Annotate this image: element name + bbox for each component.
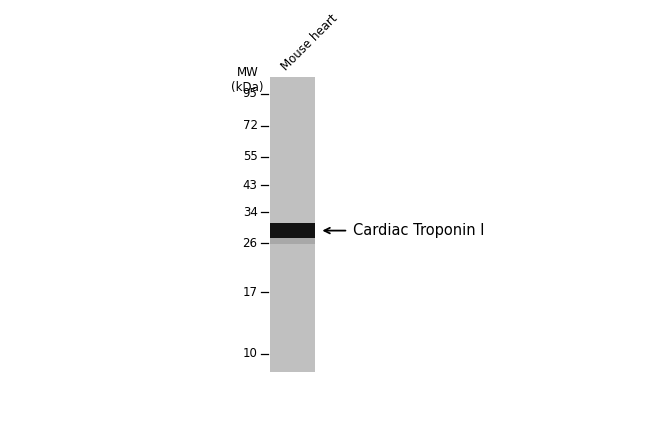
Text: 26: 26 (242, 237, 257, 250)
Bar (270, 238, 315, 244)
Bar (270, 77, 315, 372)
Text: Mouse heart: Mouse heart (279, 12, 340, 73)
Text: 95: 95 (242, 87, 257, 100)
Text: 72: 72 (242, 119, 257, 132)
Text: Cardiac Troponin I: Cardiac Troponin I (354, 223, 485, 238)
Text: 10: 10 (242, 347, 257, 360)
Text: MW
(kDa): MW (kDa) (231, 66, 264, 94)
Text: 17: 17 (242, 286, 257, 299)
Text: 43: 43 (242, 179, 257, 192)
Text: 55: 55 (243, 150, 257, 163)
Text: 34: 34 (242, 206, 257, 219)
Bar (270, 223, 315, 238)
